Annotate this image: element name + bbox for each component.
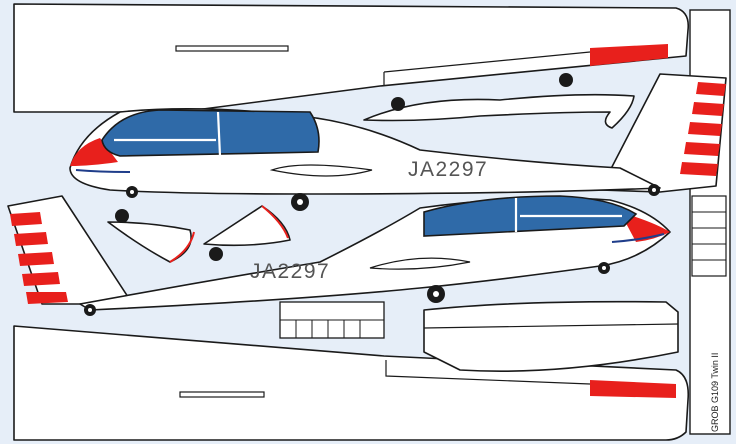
upper-registration: JA2297 (408, 158, 488, 181)
upper-wing-red-tip (590, 44, 668, 66)
lower-nose-wheel (598, 262, 610, 274)
upper-main-wheel (291, 193, 309, 211)
upper-aileron-slot (175, 45, 289, 52)
lower-canopy-part-b (203, 205, 291, 247)
lower-nose-red (620, 212, 670, 242)
lower-wing-red-tip (590, 380, 676, 398)
glider-lower: JA2297 (7, 195, 671, 316)
upper-canopy (101, 109, 320, 157)
lower-aileron-slot (179, 391, 265, 398)
right-tab-grid (691, 195, 727, 277)
center-tab-grid (279, 301, 385, 339)
upper-tail-wheel (648, 184, 660, 196)
upper-wing-panel (13, 3, 690, 113)
lower-tail-stripes (10, 212, 68, 304)
right-side-strip: GROB G109 Twin II (689, 9, 731, 435)
lower-tail-fin (7, 195, 131, 305)
upper-nose-wheel (126, 186, 138, 198)
lower-main-wheel (427, 285, 445, 303)
upper-tail-stripes (680, 82, 726, 176)
upper-nose-red (70, 138, 118, 166)
lower-wing-panel (13, 325, 690, 441)
lower-registration: JA2297 (250, 260, 330, 283)
lower-tail-wheel (84, 304, 96, 316)
horizontal-stabilizer-part (423, 300, 679, 372)
upper-airbrake-part (363, 93, 635, 129)
glider-upper: JA2297 (69, 73, 727, 211)
model-label: GROB G109 Twin II (710, 353, 720, 432)
